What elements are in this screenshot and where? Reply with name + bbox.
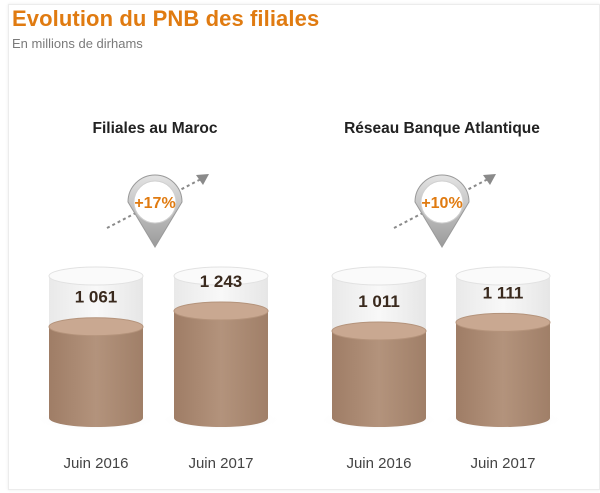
category-label: Juin 2016	[63, 455, 128, 472]
cylinder-glass-top	[455, 266, 551, 286]
cylinder-glass-top	[331, 266, 427, 286]
cylinder-glass-top	[48, 266, 144, 286]
bar	[456, 322, 550, 427]
data-label: 1 243	[200, 272, 243, 291]
group-title: Filiales au Maroc	[93, 120, 218, 137]
group-title: Réseau Banque Atlantique	[344, 120, 540, 137]
data-label: 1 061	[75, 288, 118, 307]
data-label: 1 111	[483, 283, 524, 302]
bar-top	[48, 317, 144, 337]
bar-top	[173, 301, 269, 321]
growth-pin-face	[420, 180, 464, 224]
category-label: Juin 2016	[346, 455, 411, 472]
bar	[332, 330, 426, 427]
category-label: Juin 2017	[188, 455, 253, 472]
growth-label: +10%	[421, 195, 462, 212]
growth-pin-face	[133, 180, 177, 224]
category-label: Juin 2017	[470, 455, 535, 472]
growth-label: +17%	[134, 195, 175, 212]
growth-arrow-head	[483, 174, 496, 185]
bar	[174, 311, 268, 427]
cylinder-glass-top	[173, 266, 269, 286]
page-subtitle: En millions de dirhams	[12, 36, 143, 51]
bar-top	[331, 321, 427, 341]
bar-top	[455, 312, 551, 332]
data-label: 1 011	[358, 292, 400, 311]
growth-arrow-head	[196, 174, 209, 185]
bar	[49, 326, 143, 427]
page-title: Evolution du PNB des filiales	[12, 6, 320, 31]
